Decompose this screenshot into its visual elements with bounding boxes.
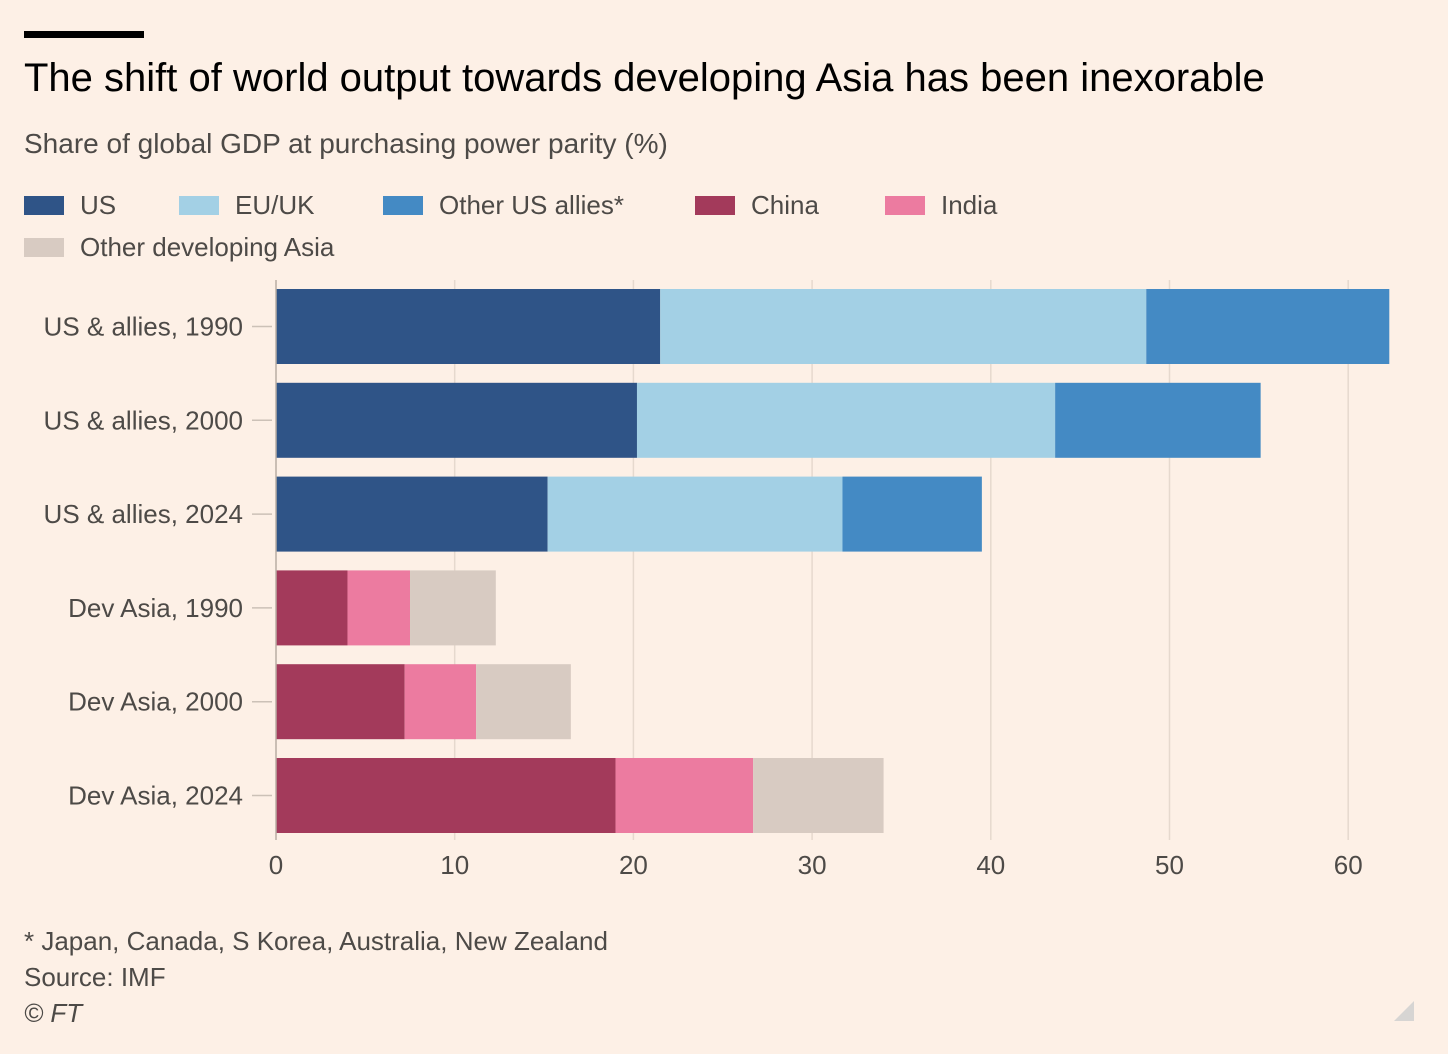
bar-other-us-allies-us-allies-2024 <box>842 476 982 552</box>
bar-china-dev-asia-1990 <box>276 570 348 646</box>
y-category-label: US & allies, 2000 <box>44 405 243 435</box>
bar-us-us-allies-2000 <box>276 382 637 458</box>
legend-swatch-other-developing-asia <box>24 238 64 257</box>
x-tick-label: 60 <box>1334 850 1363 880</box>
bar-india-dev-asia-2024 <box>615 758 754 833</box>
footnote: * Japan, Canada, S Korea, Australia, New… <box>24 926 608 956</box>
y-category-label: Dev Asia, 2024 <box>68 781 243 811</box>
legend-swatch-us <box>24 196 64 215</box>
bar-eu-uk-us-allies-1990 <box>660 289 1147 364</box>
legend-swatch-india <box>885 196 925 215</box>
y-category-label: US & allies, 2024 <box>44 499 243 529</box>
legend-swatch-other-us-allies <box>383 196 423 215</box>
bar-other-us-allies-us-allies-1990 <box>1146 289 1390 364</box>
legend-label-china: China <box>751 190 819 220</box>
y-category-label: US & allies, 1990 <box>44 312 243 342</box>
bar-china-dev-asia-2000 <box>276 664 405 740</box>
legend-label-us: US <box>80 190 117 220</box>
bar-eu-uk-us-allies-2000 <box>636 382 1056 458</box>
resize-handle-icon[interactable] <box>1394 1001 1414 1021</box>
legend-item-india: India <box>885 190 997 221</box>
source-note: Source: IMF <box>24 962 166 992</box>
x-tick-label: 10 <box>440 850 469 880</box>
bar-other-developing-asia-dev-asia-1990 <box>410 570 496 646</box>
bar-india-dev-asia-2000 <box>404 664 477 740</box>
x-tick-label: 30 <box>798 850 827 880</box>
x-tick-label: 20 <box>619 850 648 880</box>
x-tick-label: 50 <box>1155 850 1184 880</box>
legend-label-india: India <box>941 190 998 220</box>
legend-swatch-eu-uk <box>179 196 219 215</box>
bar-india-dev-asia-1990 <box>347 570 411 646</box>
bar-other-developing-asia-dev-asia-2000 <box>476 664 571 740</box>
legend-label-eu-uk: EU/UK <box>235 190 315 220</box>
bar-other-developing-asia-dev-asia-2024 <box>753 758 884 833</box>
x-tick-label: 0 <box>269 850 283 880</box>
bar-us-us-allies-2024 <box>276 476 548 552</box>
legend-swatch-china <box>695 196 735 215</box>
legend-label-other-us-allies: Other US allies* <box>439 190 624 220</box>
copyright-credit: © FT <box>24 998 83 1028</box>
x-tick-label: 40 <box>976 850 1005 880</box>
legend-item-china: China <box>695 190 819 221</box>
y-category-label: Dev Asia, 1990 <box>68 593 243 623</box>
legend-label-other-developing-asia: Other developing Asia <box>80 232 335 262</box>
chart-subtitle: Share of global GDP at purchasing power … <box>24 128 668 159</box>
bar-china-dev-asia-2024 <box>276 758 616 833</box>
bar-other-us-allies-us-allies-2000 <box>1055 382 1261 458</box>
legend-item-eu-uk: EU/UK <box>179 190 314 221</box>
legend-item-other-developing-asia: Other developing Asia <box>24 232 334 263</box>
legend-item-us: US <box>24 190 116 221</box>
header-rule <box>24 31 144 38</box>
chart-title: The shift of world output towards develo… <box>24 56 1265 100</box>
bar-us-us-allies-1990 <box>276 289 661 364</box>
bar-chart: 0 10 20 30 40 50 60 US & allies, 1990 US & allie… <box>44 280 1390 880</box>
bar-eu-uk-us-allies-2024 <box>547 476 843 552</box>
legend-item-other-us-allies: Other US allies* <box>383 190 624 221</box>
y-category-label: Dev Asia, 2000 <box>68 687 243 717</box>
